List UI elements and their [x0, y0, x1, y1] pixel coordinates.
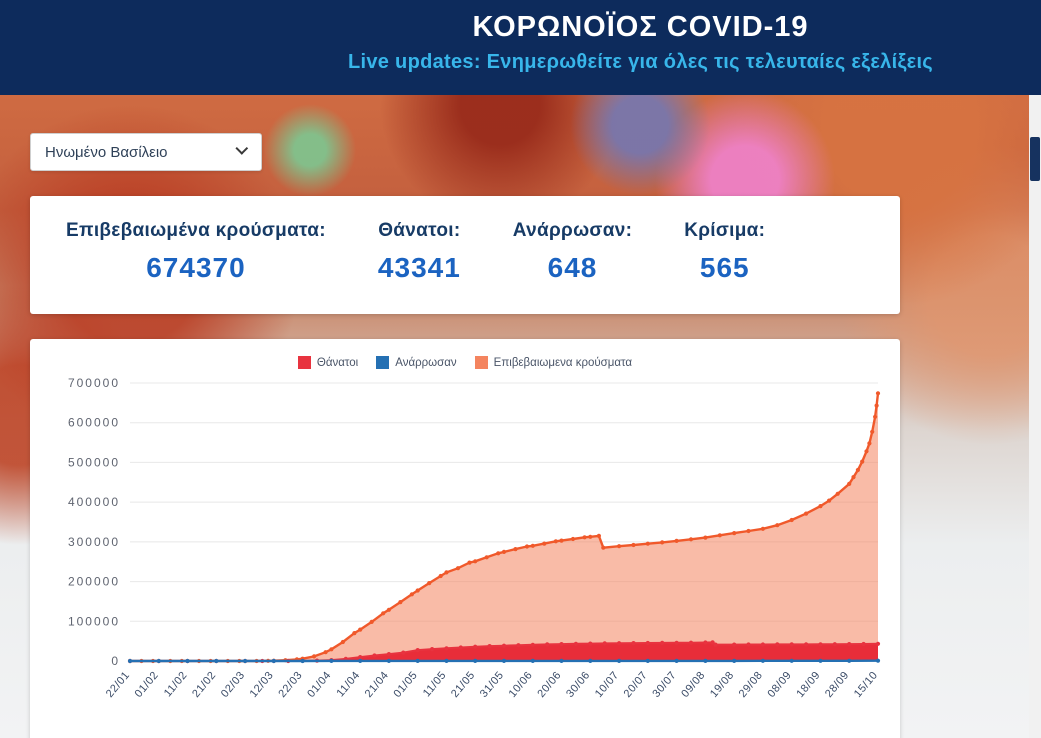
svg-text:19/08: 19/08 — [708, 669, 736, 700]
svg-text:22/03: 22/03 — [276, 669, 304, 700]
stat-recovered: Ανάρρωσαν: 648 — [513, 220, 632, 314]
stat-deaths-label: Θάνατοι: — [378, 220, 461, 241]
svg-text:30/07: 30/07 — [650, 669, 678, 700]
stat-confirmed: Επιβεβαιωμένα κρούσματα: 674370 — [66, 220, 326, 314]
page-title: ΚΟΡΩΝΟΪΟΣ COVID-19 — [472, 11, 809, 43]
legend-label: Θάνατοι — [316, 356, 359, 369]
svg-text:29/08: 29/08 — [737, 669, 765, 700]
svg-text:12/03: 12/03 — [248, 669, 276, 700]
legend-item[interactable]: Θάνατοι — [297, 356, 359, 369]
header: ΚΟΡΩΝΟΪΟΣ COVID-19 Live updates: Ενημερω… — [0, 0, 1041, 95]
svg-text:09/08: 09/08 — [679, 669, 707, 700]
svg-text:200000: 200000 — [68, 575, 120, 589]
chevron-down-icon — [235, 141, 249, 155]
svg-text:01/02: 01/02 — [133, 669, 161, 700]
stat-deaths: Θάνατοι: 43341 — [378, 220, 461, 314]
chart-canvas: 0 100000 200000 300000 400000 500000 600000 700… — [68, 376, 880, 700]
svg-text:100000: 100000 — [68, 614, 120, 628]
svg-text:20/06: 20/06 — [535, 669, 563, 700]
svg-text:30/06: 30/06 — [564, 669, 592, 700]
scrollbar-track[interactable] — [1029, 95, 1041, 738]
svg-text:400000: 400000 — [68, 495, 120, 509]
svg-text:300000: 300000 — [68, 535, 120, 549]
stat-recovered-label: Ανάρρωσαν: — [512, 220, 633, 241]
svg-text:20/07: 20/07 — [622, 669, 650, 700]
svg-text:01/05: 01/05 — [392, 669, 420, 700]
country-select-value: Ηνωμένο Βασίλειο — [45, 143, 168, 161]
stat-recovered-value: 648 — [547, 252, 598, 283]
country-select[interactable]: Ηνωμένο Βασίλειο — [30, 133, 262, 171]
svg-text:28/09: 28/09 — [823, 669, 851, 700]
svg-text:600000: 600000 — [68, 416, 120, 430]
legend-swatch-icon — [474, 356, 488, 369]
svg-text:11/05: 11/05 — [421, 669, 449, 699]
stat-critical-value: 565 — [699, 252, 750, 283]
svg-text:11/02: 11/02 — [162, 669, 190, 699]
svg-text:15/10: 15/10 — [852, 669, 880, 700]
svg-text:31/05: 31/05 — [478, 669, 506, 700]
svg-text:10/06: 10/06 — [507, 669, 535, 700]
svg-text:0: 0 — [111, 654, 120, 668]
legend-item[interactable]: Επιβεβαιωμενα κρούσματα — [474, 356, 633, 369]
svg-text:11/04: 11/04 — [335, 669, 363, 699]
svg-text:700000: 700000 — [68, 376, 120, 390]
stat-confirmed-label: Επιβεβαιωμένα κρούσματα: — [66, 220, 326, 241]
svg-text:02/03: 02/03 — [219, 669, 247, 700]
stats-card: Επιβεβαιωμένα κρούσματα: 674370 Θάνατοι:… — [30, 196, 900, 314]
chart-legend: Θάνατοι Ανάρρωσαν Επιβεβαιωμενα κρούσματα — [30, 339, 900, 371]
page-subtitle: Live updates: Ενημερωθείτε για όλες τις … — [347, 51, 933, 73]
chart-card: Θάνατοι Ανάρρωσαν Επιβεβαιωμενα κρούσματα … — [30, 339, 900, 738]
stat-confirmed-value: 674370 — [146, 252, 246, 283]
svg-text:21/05: 21/05 — [449, 669, 477, 700]
svg-text:500000: 500000 — [68, 455, 120, 469]
legend-label: Ανάρρωσαν — [395, 356, 457, 369]
svg-text:01/04: 01/04 — [305, 669, 333, 700]
svg-text:08/09: 08/09 — [766, 669, 794, 700]
svg-text:10/07: 10/07 — [593, 669, 621, 700]
legend-swatch-icon — [297, 356, 311, 369]
stat-deaths-value: 43341 — [377, 252, 461, 283]
legend-item[interactable]: Ανάρρωσαν — [376, 356, 457, 369]
svg-text:21/04: 21/04 — [363, 669, 391, 700]
svg-text:21/02: 21/02 — [190, 669, 218, 700]
legend-swatch-icon — [376, 356, 390, 369]
stat-critical-label: Κρίσιμα: — [684, 220, 766, 241]
svg-text:18/09: 18/09 — [794, 669, 822, 700]
stat-critical: Κρίσιμα: 565 — [684, 220, 765, 314]
scrollbar-thumb[interactable] — [1030, 137, 1040, 181]
legend-label: Επιβεβαιωμενα κρούσματα — [493, 356, 633, 369]
svg-text:22/01: 22/01 — [104, 669, 132, 700]
